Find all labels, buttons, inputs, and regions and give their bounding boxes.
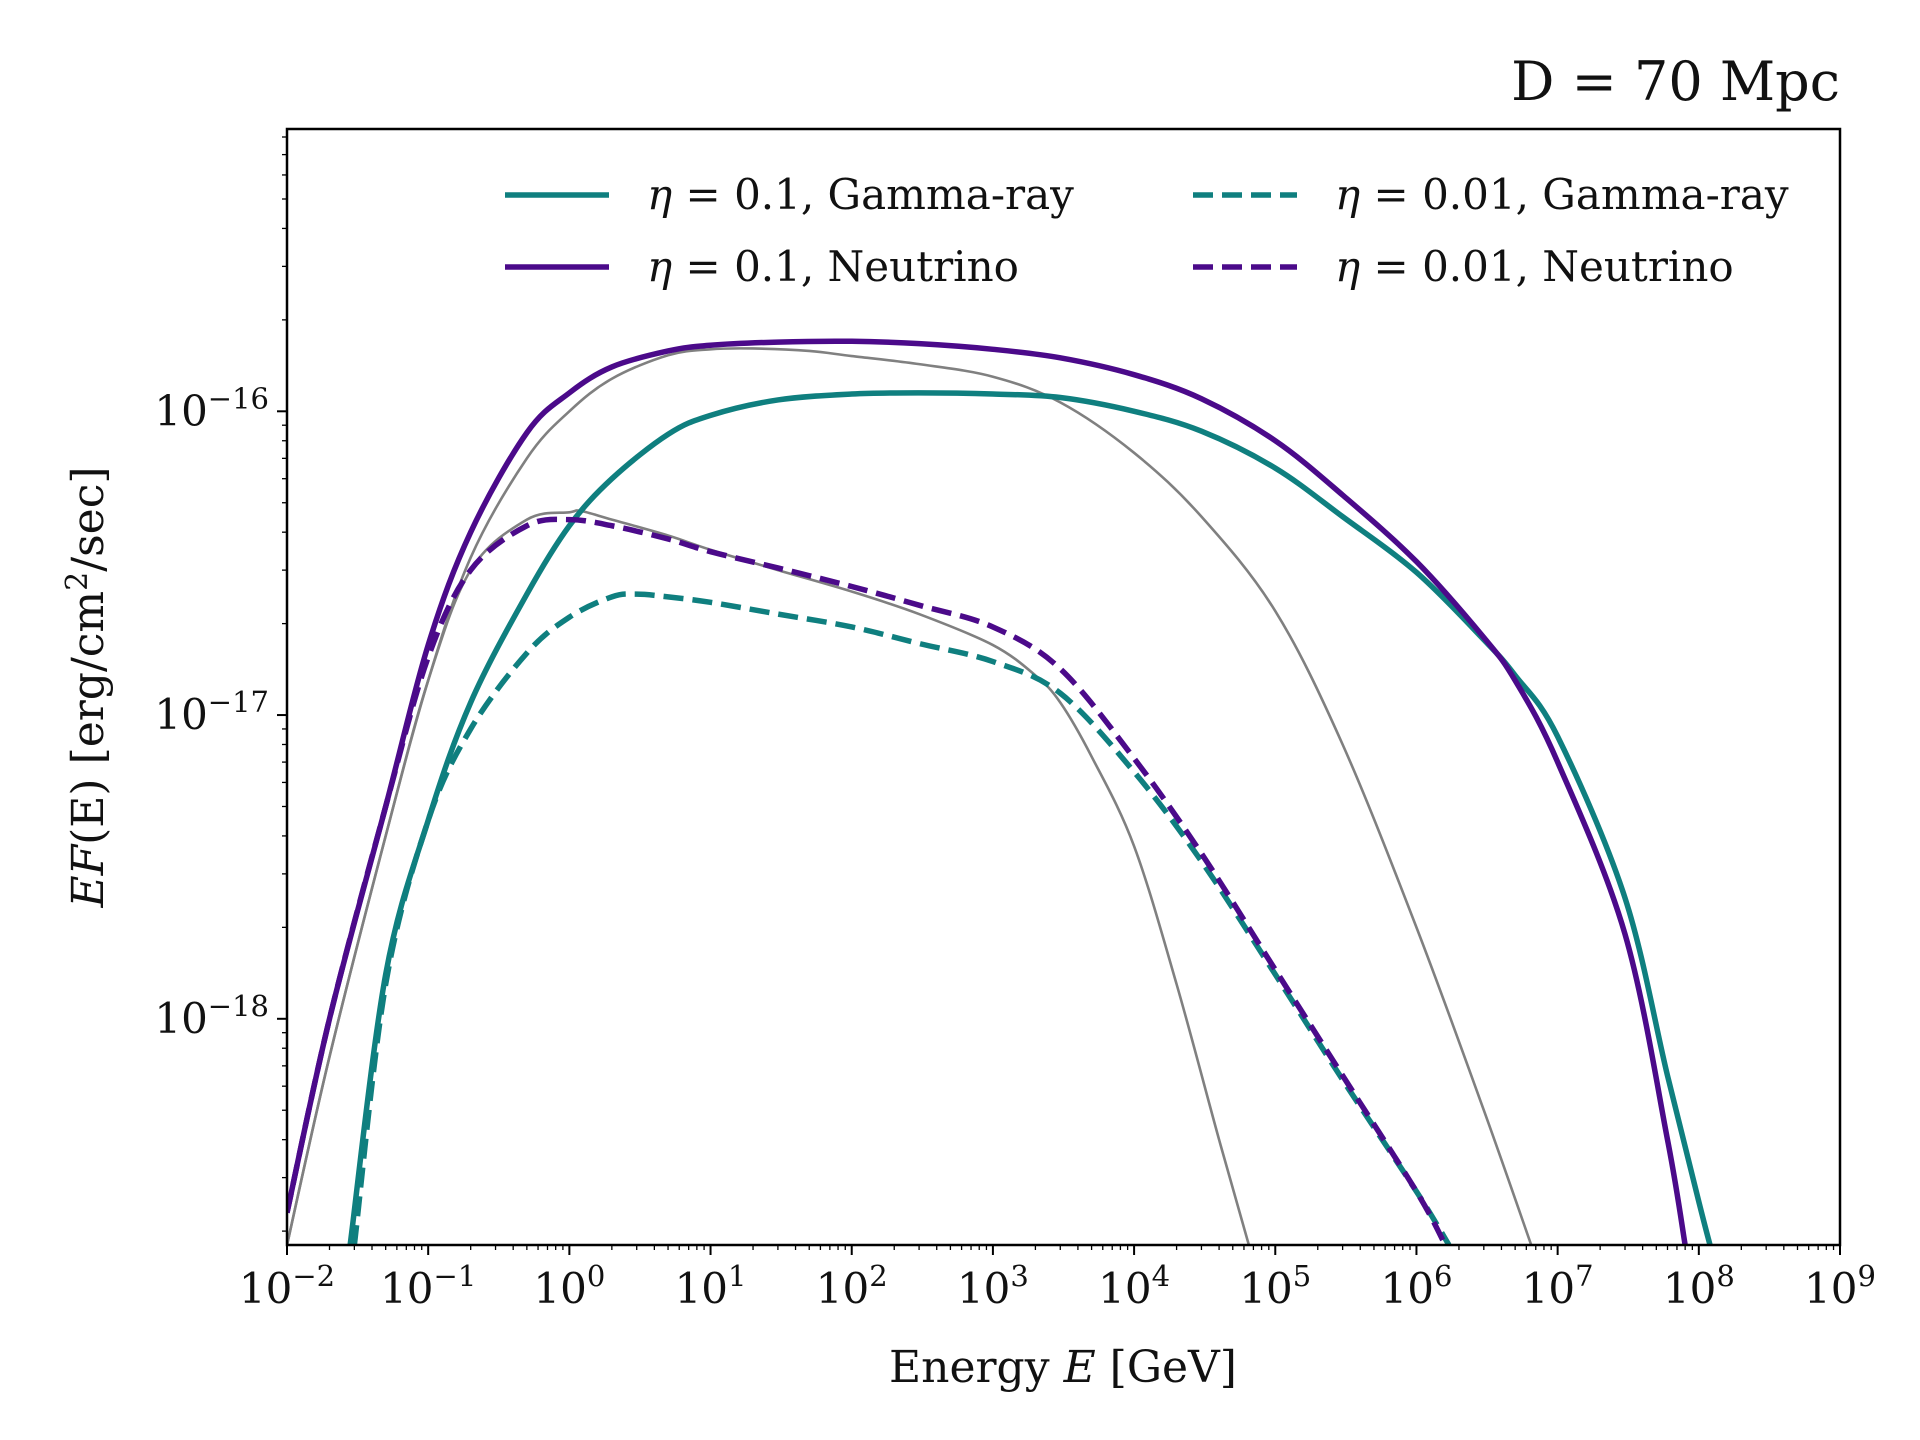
x-tick-label-base: 10 [1522, 1264, 1575, 1313]
series-layer [287, 338, 1713, 1245]
x-tick-label-exponent: 7 [1575, 1259, 1593, 1293]
series-line-4 [287, 347, 1533, 1245]
legend-entry-2: η = 0.01, Gamma-ray [1193, 170, 1789, 219]
y-axis-label-mid: (E) [63, 778, 114, 844]
y-tick-label: 10−18 [154, 989, 269, 1043]
legend-entry-1: η = 0.1, Neutrino [505, 242, 1019, 291]
x-tick-label-exponent: 1 [728, 1259, 746, 1293]
x-axis-label-suffix: [GeV] [1096, 1342, 1237, 1393]
x-tick-label: 108 [1663, 1259, 1735, 1313]
x-tick-label-base: 10 [957, 1264, 1010, 1313]
x-tick-label-exponent: −1 [434, 1259, 477, 1293]
y-axis-label-units: [erg/cm [63, 591, 114, 779]
x-tick-label-base: 10 [239, 1264, 292, 1313]
x-tick-label: 109 [1804, 1259, 1876, 1313]
series-line-1 [287, 338, 1688, 1245]
legend-label: η = 0.01, Neutrino [1335, 242, 1734, 291]
x-tick-label: 100 [533, 1259, 605, 1313]
x-tick-label-exponent: 4 [1152, 1259, 1170, 1293]
legend-entry-3: η = 0.01, Neutrino [1193, 242, 1734, 291]
legend-label-var: η [1335, 170, 1360, 219]
y-tick-label-exponent: −17 [208, 685, 269, 719]
legend-label-var: η [1335, 242, 1360, 291]
legend-label-text: = 0.01, Gamma-ray [1360, 170, 1789, 219]
x-axis-label-var: E [1063, 1342, 1096, 1393]
y-tick-label: 10−17 [154, 685, 269, 739]
legend-label: η = 0.1, Gamma-ray [647, 170, 1074, 219]
y-axis-label-lead: EF [63, 843, 114, 908]
series-line-2 [351, 591, 1452, 1245]
x-tick-label: 101 [675, 1259, 747, 1313]
x-tick-label: 102 [816, 1259, 888, 1313]
x-tick-label-exponent: 6 [1434, 1259, 1452, 1293]
y-axis-label: EF(E) [erg/cm2/sec] [60, 466, 114, 908]
legend-label: η = 0.01, Gamma-ray [1335, 170, 1789, 219]
x-tick-label-exponent: 2 [869, 1259, 887, 1293]
plot-frame [285, 127, 1842, 1247]
y-tick-label-base: 10 [154, 386, 207, 435]
x-tick-label-base: 10 [1804, 1264, 1857, 1313]
legend-label-var: η [647, 170, 672, 219]
chart-title: D = 70 Mpc [1511, 50, 1840, 113]
x-tick-label-base: 10 [675, 1264, 728, 1313]
y-tick-label: 10−16 [154, 381, 269, 435]
legend-label-text: = 0.1, Neutrino [672, 242, 1019, 291]
x-tick-label-base: 10 [1239, 1264, 1292, 1313]
x-axis-label-prefix: Energy [889, 1342, 1064, 1393]
legend-label-text: = 0.1, Gamma-ray [672, 170, 1074, 219]
x-tick-label-exponent: 3 [1010, 1259, 1028, 1293]
series-line-3 [287, 516, 1448, 1245]
legend-label: η = 0.1, Neutrino [647, 242, 1019, 291]
legend-label-var: η [647, 242, 672, 291]
x-tick-label-base: 10 [1663, 1264, 1716, 1313]
x-tick-label: 10−2 [239, 1259, 335, 1313]
x-tick-label-base: 10 [816, 1264, 869, 1313]
y-tick-label-exponent: −16 [208, 381, 269, 415]
x-tick-label-exponent: −2 [292, 1259, 335, 1293]
y-tick-label-base: 10 [154, 994, 207, 1043]
y-tick-label-base: 10 [154, 690, 207, 739]
x-tick-label: 10−1 [380, 1259, 476, 1313]
x-tick-label-base: 10 [380, 1264, 433, 1313]
x-tick-label-exponent: 5 [1293, 1259, 1311, 1293]
x-tick-label-exponent: 9 [1858, 1259, 1876, 1293]
x-tick-label-base: 10 [533, 1264, 586, 1313]
x-tick-label: 103 [957, 1259, 1029, 1313]
series-line-0 [347, 390, 1713, 1245]
legend-entry-0: η = 0.1, Gamma-ray [505, 170, 1074, 219]
x-tick-label: 107 [1522, 1259, 1594, 1313]
x-tick-label-base: 10 [1381, 1264, 1434, 1313]
y-axis-label-sup: 2 [60, 572, 95, 591]
y-tick-label-exponent: −18 [208, 989, 269, 1023]
legend-label-text: = 0.01, Neutrino [1360, 242, 1734, 291]
y-axis-label-tail: /sec] [63, 466, 114, 571]
x-axis-label: Energy E [GeV] [889, 1342, 1237, 1393]
series-line-5 [287, 509, 1251, 1245]
x-tick-label-exponent: 8 [1716, 1259, 1734, 1293]
x-tick-label-exponent: 0 [587, 1259, 605, 1293]
x-tick-label: 104 [1098, 1259, 1170, 1313]
x-axis: 10−2 10−1 100 101 102 103 104 105 106 107 108 109 [239, 1245, 1876, 1313]
x-tick-label-base: 10 [1098, 1264, 1151, 1313]
x-tick-label: 106 [1381, 1259, 1453, 1313]
x-tick-label: 105 [1239, 1259, 1311, 1313]
